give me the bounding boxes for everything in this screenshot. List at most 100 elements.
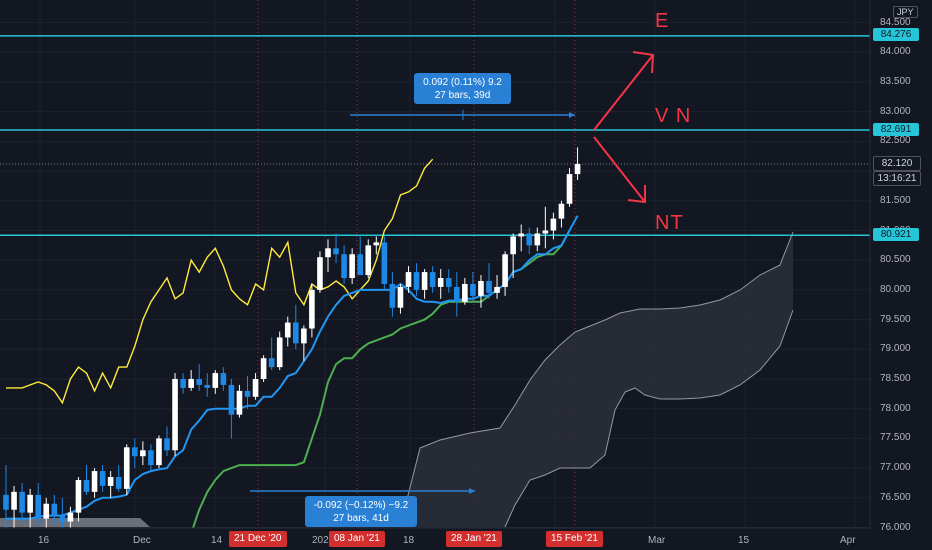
candle-body: [132, 447, 138, 457]
time-label: 16: [38, 535, 50, 546]
candle-body: [502, 254, 508, 287]
time-label: Mar: [648, 535, 666, 546]
candle: [51, 494, 58, 525]
price-axis-panel[interactable]: [870, 0, 932, 530]
candle-body: [558, 203, 565, 219]
measure-callout-bottom[interactable]: -0.092 (−0.12%) −9.2 27 bars, 41d: [305, 496, 417, 527]
price-axis-label: 78.500: [880, 373, 911, 384]
trend-arrow-up: [593, 54, 654, 131]
candle: [276, 331, 283, 371]
candle-body: [437, 278, 444, 287]
candle-body: [268, 358, 275, 368]
price-axis-label: 82.500: [880, 135, 911, 147]
measure-arrowhead-top: [569, 112, 575, 118]
measure-callout-top[interactable]: 0.092 (0.11%) 9.2 27 bars, 39d: [414, 73, 511, 104]
price-axis-label: 83.500: [880, 76, 911, 87]
candle: [445, 269, 452, 293]
candle-body: [164, 438, 170, 451]
candle: [550, 212, 557, 240]
candle-body: [429, 272, 436, 287]
candle-body: [534, 233, 541, 246]
candle-body: [341, 254, 347, 279]
time-label: 15: [738, 535, 750, 546]
candle: [244, 376, 251, 409]
candle: [188, 370, 194, 391]
candle: [510, 233, 516, 279]
price-axis-label: 84.000: [880, 46, 911, 58]
candle-body: [317, 257, 323, 290]
candle: [502, 251, 508, 296]
candle: [542, 206, 549, 249]
candle: [220, 367, 227, 391]
candle-body: [156, 438, 162, 466]
candle: [35, 482, 41, 525]
candle-body: [526, 233, 533, 246]
candle: [268, 337, 275, 371]
candle: [132, 438, 138, 469]
date-badge: 21 Dec '20: [229, 531, 287, 547]
candle-body: [542, 230, 549, 234]
candle-body: [373, 242, 380, 246]
candle-body: [301, 328, 307, 344]
price-axis-label: 77.500: [880, 432, 911, 444]
candle-body: [349, 254, 355, 279]
candle: [437, 269, 444, 299]
candle-body: [478, 280, 484, 296]
candle: [421, 269, 428, 299]
candle: [115, 465, 122, 492]
candle: [349, 248, 355, 284]
candle-body: [180, 379, 186, 388]
drawing-tools[interactable]: [250, 51, 655, 494]
level-price-tag-top: 84.276: [873, 28, 919, 41]
candle: [566, 168, 573, 207]
candle-body: [220, 373, 227, 385]
date-badge: 15 Feb '21: [546, 531, 603, 547]
trend-arrow-down: [593, 136, 646, 203]
candle-body: [284, 322, 291, 338]
time-label: 18: [403, 535, 415, 546]
annotation-up: E: [655, 10, 670, 32]
candle-body: [486, 280, 492, 293]
price-axis-label: 79.500: [880, 313, 911, 325]
candle: [534, 227, 541, 252]
level-price-tag-low: 80.921: [873, 228, 919, 241]
candle-body: [140, 450, 146, 457]
candle: [180, 373, 186, 394]
candle: [196, 364, 202, 391]
candle-body: [188, 379, 194, 388]
candle-body: [75, 479, 82, 513]
candle: [325, 239, 331, 273]
price-axis-label: 81.500: [880, 194, 911, 206]
candle: [462, 278, 468, 305]
horizontal-levels[interactable]: [0, 35, 870, 236]
candle-body: [309, 289, 315, 329]
candle: [212, 370, 219, 394]
candle-body: [91, 471, 98, 492]
candle: [405, 266, 412, 293]
candle: [11, 485, 17, 528]
price-axis-label: 76.000: [880, 521, 911, 533]
candle-body: [99, 471, 106, 486]
measure-bottom-change: -0.092 (−0.12%) −9.2: [313, 500, 409, 511]
candle-body: [260, 358, 267, 379]
candle: [470, 272, 476, 302]
candle-body: [228, 384, 235, 415]
candle-body: [333, 248, 339, 255]
candle: [123, 444, 130, 495]
last-price-tag: 82.120: [873, 156, 921, 171]
price-axis-label: 80.000: [880, 283, 911, 295]
candle: [107, 471, 114, 498]
candle: [454, 272, 460, 317]
candle-body: [454, 286, 460, 302]
candle: [429, 266, 436, 293]
candle-body: [357, 254, 363, 276]
candle-body: [445, 278, 452, 287]
candle-body: [405, 272, 412, 287]
time-label: Apr: [840, 535, 856, 546]
candle-body: [67, 512, 74, 522]
cloud-fill-left: [0, 518, 150, 527]
candle-body: [494, 286, 500, 293]
candle-body: [43, 503, 50, 519]
candle: [204, 373, 211, 397]
